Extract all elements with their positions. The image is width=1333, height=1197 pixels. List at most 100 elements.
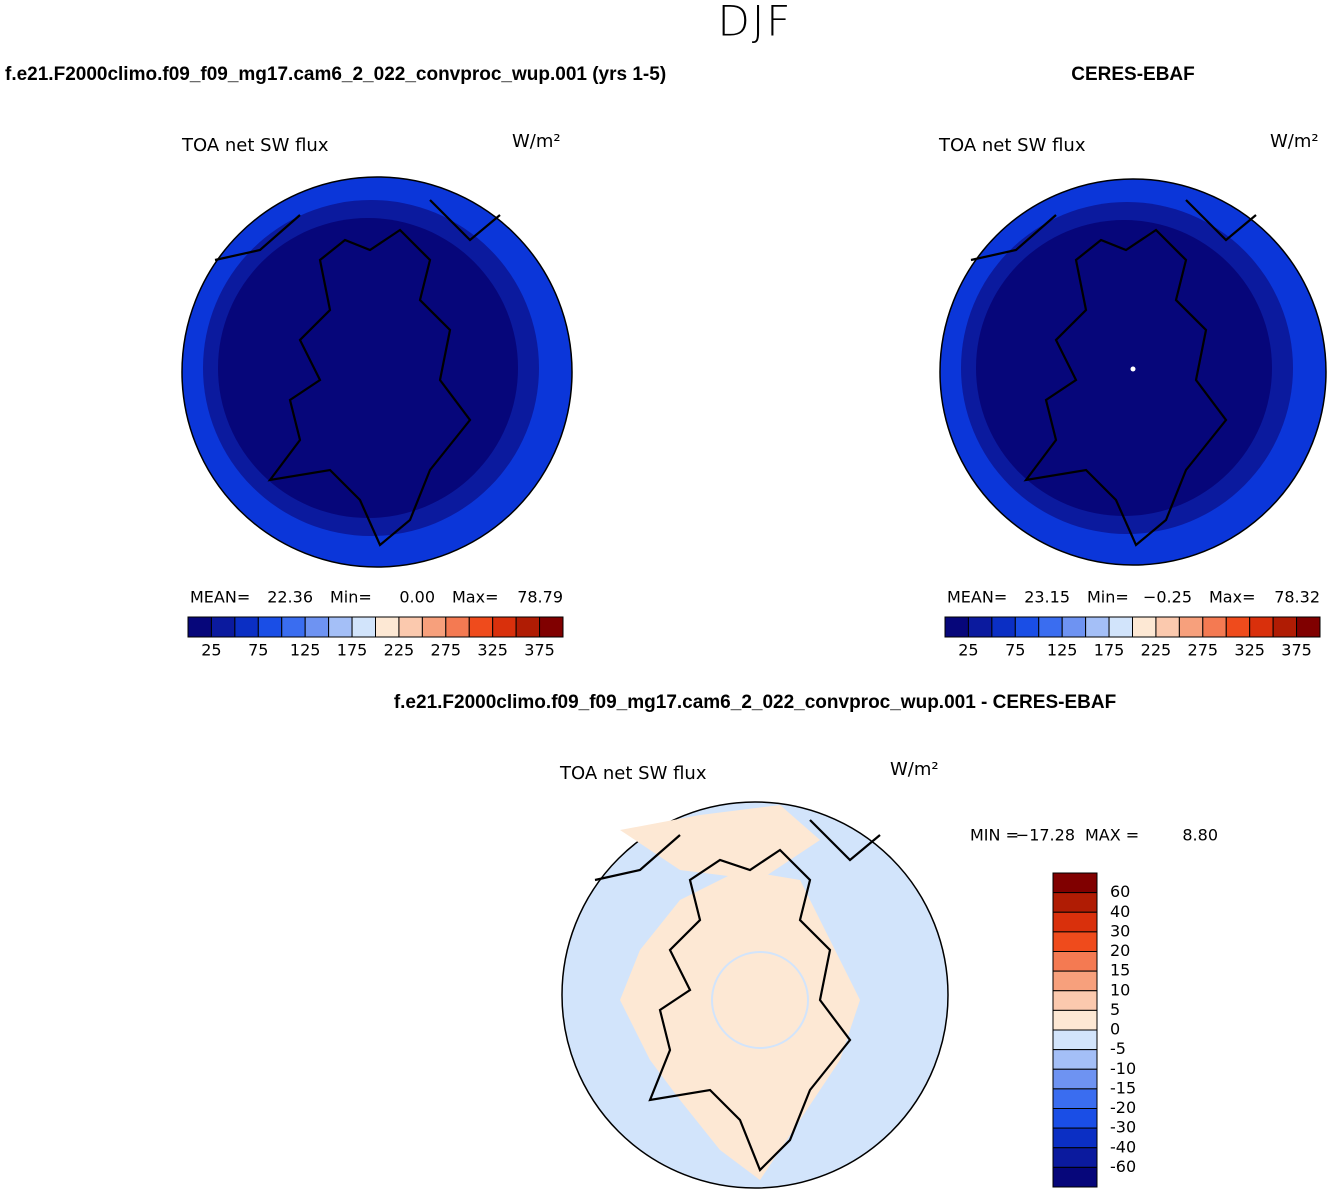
colorbar-label: -5 (1110, 1039, 1126, 1058)
colorbar-box (1178, 616, 1204, 638)
colorbar-label: 275 (431, 641, 462, 660)
colorbar-label: -30 (1110, 1118, 1136, 1137)
colorbar-box (967, 616, 993, 638)
variable-label: TOA net SW flux (938, 135, 1086, 156)
colorbar-label: 325 (477, 641, 508, 660)
colorbar-box (1155, 616, 1180, 638)
colorbar-box (351, 616, 376, 638)
panel-title: f.e21.F2000climo.f09_f09_mg17.cam6_2_022… (5, 64, 666, 85)
stat-value: 78.32 (1274, 588, 1320, 607)
stat-label: Min= (1087, 588, 1129, 607)
colorbar-box (1296, 616, 1321, 638)
colorbar-label: 0 (1110, 1020, 1120, 1039)
stat-value: 8.80 (1182, 826, 1218, 845)
colorbar-box (1052, 892, 1098, 913)
colorbar-box (210, 616, 236, 638)
colorbar-box (1052, 1147, 1098, 1168)
colorbar-box (1052, 872, 1098, 894)
colorbar-box (1052, 1029, 1098, 1051)
colorbar-label: -10 (1110, 1059, 1136, 1078)
colorbar-box (1225, 616, 1251, 638)
colorbar-box (944, 616, 969, 638)
stat-label: MEAN= (190, 588, 250, 607)
stat-label: Max= (452, 588, 498, 607)
colorbar-box (1249, 616, 1274, 638)
colorbar-label: -20 (1110, 1098, 1136, 1117)
colorbar-box (398, 616, 423, 638)
stat-value: 22.36 (267, 588, 313, 607)
colorbar-box (1052, 1009, 1098, 1031)
stat-value: 0.00 (399, 588, 435, 607)
colorbar-label: 175 (337, 641, 368, 660)
colorbar-label: -15 (1110, 1078, 1136, 1097)
colorbar-box (1052, 1088, 1098, 1109)
stat-label: MAX = (1085, 826, 1139, 845)
colorbar-box (1052, 990, 1098, 1011)
colorbar-box (304, 616, 330, 638)
figure-title: DJF (718, 0, 793, 46)
colorbar-box (1038, 616, 1063, 638)
polar-map (181, 176, 573, 568)
colorbar-box (492, 616, 517, 638)
variable-label: TOA net SW flux (559, 763, 707, 784)
colorbar-label: 60 (1110, 882, 1130, 901)
colorbar-box (1052, 931, 1098, 952)
units-label: W/m² (512, 131, 561, 152)
units-label: W/m² (890, 759, 939, 780)
colorbar-box (1052, 970, 1098, 992)
colorbar-label: 25 (201, 641, 221, 660)
polar-map (561, 801, 949, 1189)
colorbar-box (375, 616, 400, 638)
panel-title: CERES-EBAF (1071, 64, 1195, 85)
stat-value: 78.79 (517, 588, 563, 607)
colorbar-box (328, 616, 353, 638)
colorbar-box (1052, 1166, 1098, 1188)
colorbar-box (1085, 616, 1110, 638)
colorbar-box (281, 616, 306, 638)
stat-value: −17.28 (1016, 826, 1075, 845)
colorbar-label: 225 (1141, 641, 1172, 660)
colorbar-box (257, 616, 283, 638)
stat-value: 23.15 (1024, 588, 1070, 607)
units-label: W/m² (1270, 131, 1319, 152)
colorbar-box (1052, 911, 1098, 933)
colorbar-label: 25 (958, 641, 978, 660)
colorbar-label: 125 (1047, 641, 1078, 660)
colorbar-box (234, 616, 259, 638)
variable-label: TOA net SW flux (181, 135, 329, 156)
colorbar-box (515, 616, 541, 638)
colorbar-box (1061, 616, 1087, 638)
colorbar-box (1132, 616, 1157, 638)
panel-title: f.e21.F2000climo.f09_f09_mg17.cam6_2_022… (394, 692, 1116, 713)
colorbar-box (1052, 951, 1098, 972)
colorbar-box (1052, 1068, 1098, 1090)
colorbar-label: 375 (1281, 641, 1312, 660)
stat-label: Max= (1209, 588, 1255, 607)
colorbar-box (539, 616, 564, 638)
colorbar-box (421, 616, 447, 638)
colorbar-label: 20 (1110, 941, 1130, 960)
colorbar-label: 30 (1110, 921, 1130, 940)
polar-map (939, 178, 1327, 566)
colorbar-box (1108, 616, 1133, 638)
stat-label: Min= (330, 588, 372, 607)
colorbar-box (991, 616, 1016, 638)
stat-label: MEAN= (947, 588, 1007, 607)
colorbar-label: 275 (1188, 641, 1219, 660)
colorbar-label: 5 (1110, 1000, 1120, 1019)
colorbar-label: -60 (1110, 1157, 1136, 1176)
stat-value: −0.25 (1143, 588, 1192, 607)
colorbar-label: 375 (524, 641, 555, 660)
colorbar-box (1014, 616, 1040, 638)
colorbar-box (1202, 616, 1227, 638)
colorbar-box (1052, 1127, 1098, 1149)
colorbar-label: 125 (290, 641, 321, 660)
colorbar-label: 75 (1005, 641, 1025, 660)
colorbar-box (187, 616, 212, 638)
stat-label: MIN = (970, 826, 1019, 845)
colorbar-box (1052, 1108, 1098, 1129)
colorbar-label: 75 (248, 641, 268, 660)
colorbar-box (445, 616, 470, 638)
colorbar-box (1272, 616, 1298, 638)
colorbar-label: 325 (1234, 641, 1265, 660)
